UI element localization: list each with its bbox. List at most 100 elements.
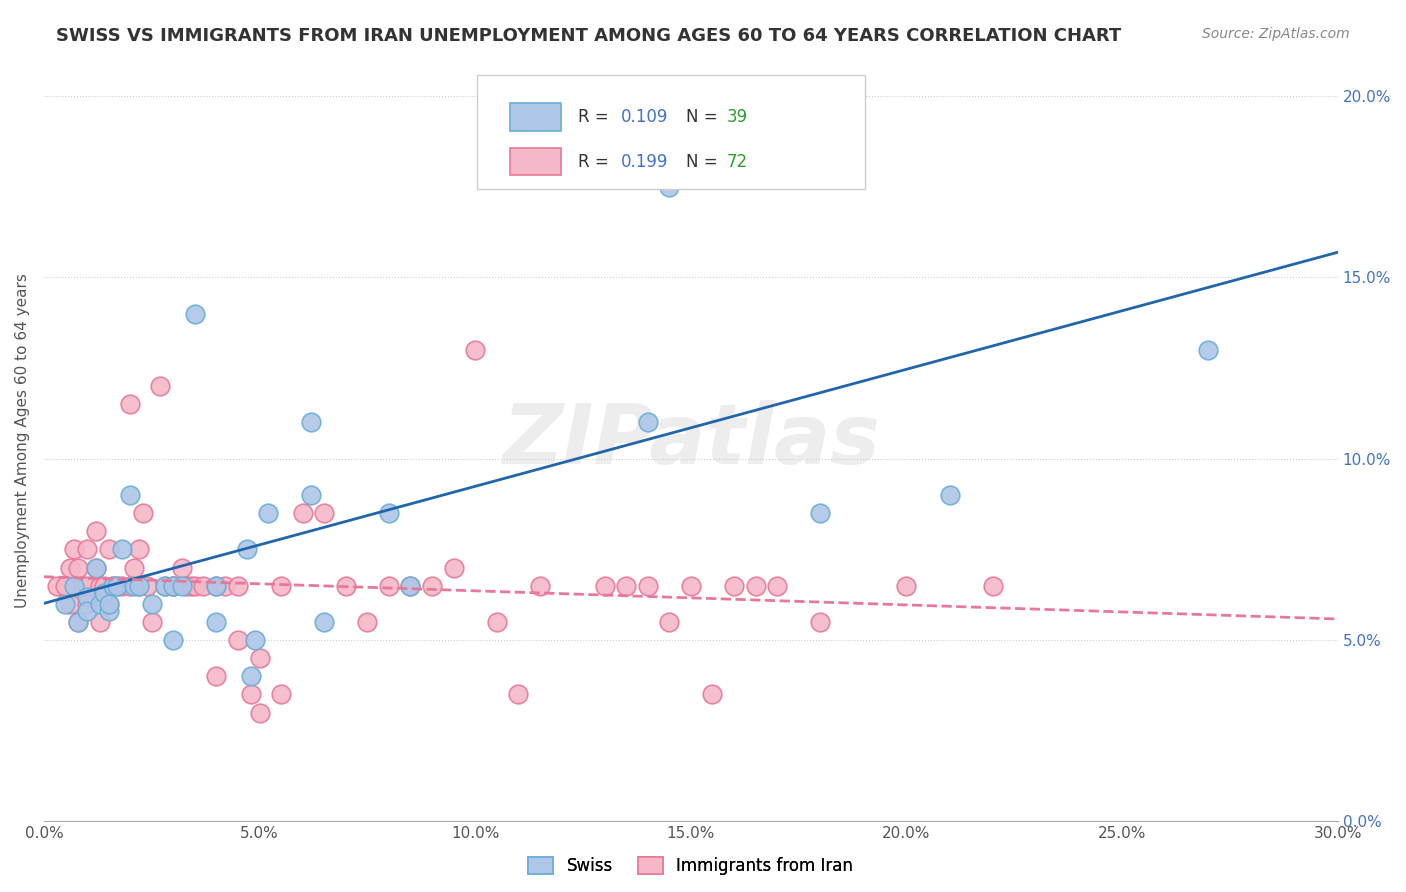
- Swiss: [124, 579, 146, 593]
- Swiss: [141, 597, 163, 611]
- Immigrants from Iran: [249, 651, 271, 665]
- Swiss: [120, 488, 142, 502]
- Immigrants from Iran: [93, 579, 115, 593]
- FancyBboxPatch shape: [478, 75, 866, 189]
- Swiss: [76, 604, 98, 618]
- Immigrants from Iran: [59, 597, 82, 611]
- Immigrants from Iran: [59, 560, 82, 574]
- Text: R =: R =: [578, 108, 614, 126]
- Immigrants from Iran: [443, 560, 465, 574]
- Immigrants from Iran: [702, 688, 724, 702]
- Immigrants from Iran: [184, 579, 207, 593]
- Text: N =: N =: [686, 153, 723, 170]
- Legend: Swiss, Immigrants from Iran: Swiss, Immigrants from Iran: [522, 850, 860, 881]
- Text: 72: 72: [727, 153, 748, 170]
- Immigrants from Iran: [76, 542, 98, 557]
- Immigrants from Iran: [239, 688, 262, 702]
- Swiss: [162, 579, 184, 593]
- Y-axis label: Unemployment Among Ages 60 to 64 years: Unemployment Among Ages 60 to 64 years: [15, 273, 30, 608]
- Swiss: [63, 579, 86, 593]
- Immigrants from Iran: [679, 579, 702, 593]
- Swiss: [299, 488, 322, 502]
- Swiss: [399, 579, 422, 593]
- Swiss: [153, 579, 176, 593]
- Immigrants from Iran: [105, 579, 128, 593]
- Immigrants from Iran: [149, 379, 172, 393]
- Swiss: [101, 579, 124, 593]
- Immigrants from Iran: [378, 579, 401, 593]
- Swiss: [97, 604, 120, 618]
- Immigrants from Iran: [76, 579, 98, 593]
- Immigrants from Iran: [170, 560, 193, 574]
- Swiss: [170, 579, 193, 593]
- Swiss: [314, 615, 336, 629]
- Immigrants from Iran: [529, 579, 551, 593]
- Swiss: [378, 506, 401, 520]
- Swiss: [184, 307, 207, 321]
- Immigrants from Iran: [291, 506, 314, 520]
- Swiss: [97, 597, 120, 611]
- Swiss: [637, 416, 659, 430]
- Swiss: [110, 542, 132, 557]
- Swiss: [105, 579, 128, 593]
- Immigrants from Iran: [101, 579, 124, 593]
- Immigrants from Iran: [226, 633, 249, 648]
- Immigrants from Iran: [162, 579, 184, 593]
- Immigrants from Iran: [136, 579, 159, 593]
- Immigrants from Iran: [120, 579, 142, 593]
- Immigrants from Iran: [485, 615, 508, 629]
- Swiss: [89, 597, 111, 611]
- Immigrants from Iran: [249, 706, 271, 720]
- Immigrants from Iran: [55, 579, 77, 593]
- Swiss: [55, 597, 77, 611]
- Text: 0.109: 0.109: [621, 108, 668, 126]
- Immigrants from Iran: [120, 397, 142, 411]
- Immigrants from Iran: [723, 579, 745, 593]
- Swiss: [808, 506, 831, 520]
- Immigrants from Iran: [508, 688, 530, 702]
- Immigrants from Iran: [153, 579, 176, 593]
- Text: 39: 39: [727, 108, 748, 126]
- Immigrants from Iran: [174, 579, 197, 593]
- Immigrants from Iran: [89, 579, 111, 593]
- Immigrants from Iran: [132, 506, 155, 520]
- Swiss: [84, 560, 107, 574]
- Immigrants from Iran: [97, 542, 120, 557]
- Swiss: [205, 615, 228, 629]
- Immigrants from Iran: [72, 579, 94, 593]
- Immigrants from Iran: [356, 615, 378, 629]
- Immigrants from Iran: [128, 579, 150, 593]
- Swiss: [658, 179, 681, 194]
- Swiss: [257, 506, 280, 520]
- Immigrants from Iran: [658, 615, 681, 629]
- Immigrants from Iran: [214, 579, 236, 593]
- Swiss: [205, 579, 228, 593]
- Immigrants from Iran: [124, 560, 146, 574]
- Immigrants from Iran: [314, 506, 336, 520]
- Immigrants from Iran: [162, 579, 184, 593]
- Immigrants from Iran: [808, 615, 831, 629]
- Swiss: [67, 615, 90, 629]
- Immigrants from Iran: [464, 343, 486, 357]
- Immigrants from Iran: [180, 579, 202, 593]
- Text: ZIPatlas: ZIPatlas: [502, 400, 880, 481]
- Immigrants from Iran: [193, 579, 215, 593]
- Immigrants from Iran: [76, 597, 98, 611]
- Immigrants from Iran: [399, 579, 422, 593]
- Immigrants from Iran: [614, 579, 637, 593]
- Swiss: [1197, 343, 1219, 357]
- Immigrants from Iran: [63, 542, 86, 557]
- Immigrants from Iran: [110, 579, 132, 593]
- Immigrants from Iran: [744, 579, 766, 593]
- Text: 0.199: 0.199: [621, 153, 668, 170]
- Swiss: [93, 586, 115, 600]
- Immigrants from Iran: [270, 579, 292, 593]
- Immigrants from Iran: [637, 579, 659, 593]
- Immigrants from Iran: [205, 669, 228, 683]
- Immigrants from Iran: [896, 579, 918, 593]
- FancyBboxPatch shape: [510, 103, 561, 131]
- Swiss: [245, 633, 267, 648]
- Immigrants from Iran: [335, 579, 357, 593]
- Immigrants from Iran: [97, 597, 120, 611]
- Text: Source: ZipAtlas.com: Source: ZipAtlas.com: [1202, 27, 1350, 41]
